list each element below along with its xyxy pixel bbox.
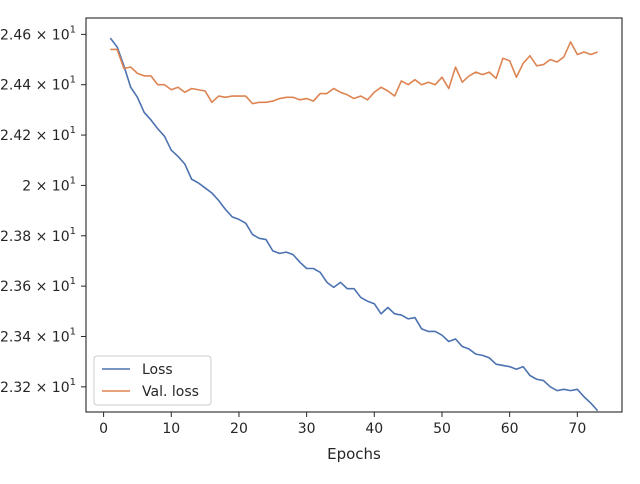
series-line-0 xyxy=(109,37,599,412)
x-tick-label: 70 xyxy=(568,421,586,437)
x-tick-label: 20 xyxy=(230,421,248,437)
y-tick-label: 2.32 × 101 xyxy=(0,377,76,396)
axes: 0 10 20 30 40 50 60 70 2.46 × 101 2.44 × 101 2.42 … xyxy=(0,17,623,437)
plot-frame xyxy=(85,17,623,413)
x-tick-label: 50 xyxy=(433,421,451,437)
y-tick-label: 2.46 × 101 xyxy=(0,24,76,43)
x-tick-label: 30 xyxy=(298,421,316,437)
legend-entry: Loss xyxy=(142,362,173,378)
y-tick-label: 2.42 × 101 xyxy=(0,125,76,144)
y-tick-label: 2.34 × 101 xyxy=(0,326,76,345)
legend: Loss Val. loss xyxy=(93,355,212,406)
x-tick-label: 10 xyxy=(162,421,180,437)
y-tick-label: 2.44 × 101 xyxy=(0,75,76,94)
x-axis-label: Epochs xyxy=(327,445,381,463)
x-tick-label: 40 xyxy=(365,421,383,437)
series-line-1 xyxy=(110,41,598,105)
series-lines xyxy=(109,37,599,412)
y-tick-label: 2.36 × 101 xyxy=(0,276,76,295)
y-tick-label: 2.38 × 101 xyxy=(0,226,76,245)
legend-entry: Val. loss xyxy=(142,384,199,400)
x-tick-label: 0 xyxy=(99,421,108,437)
x-tick-label: 60 xyxy=(501,421,519,437)
y-tick-label: 2 × 101 xyxy=(22,175,76,194)
